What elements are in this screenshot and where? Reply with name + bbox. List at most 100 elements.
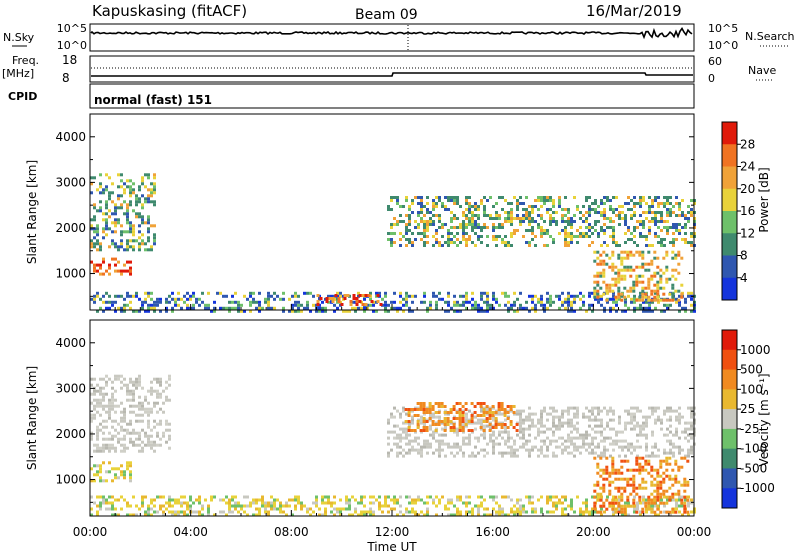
data-cell — [656, 265, 660, 269]
data-cell — [684, 300, 687, 304]
data-cell — [93, 245, 96, 249]
data-cell — [402, 421, 405, 425]
data-cell — [603, 439, 606, 443]
data-cell — [555, 495, 558, 499]
data-cell — [606, 199, 609, 202]
data-cell — [117, 437, 120, 441]
data-cell — [162, 389, 165, 393]
data-cell — [648, 244, 651, 247]
data-cell — [675, 501, 678, 505]
data-cell — [531, 445, 534, 449]
data-cell — [672, 454, 675, 458]
data-cell — [117, 206, 120, 210]
data-cell — [599, 456, 603, 460]
data-cell — [402, 309, 405, 313]
data-cell — [626, 483, 630, 487]
data-cell — [593, 507, 597, 511]
data-cell — [602, 486, 606, 490]
data-cell — [690, 211, 693, 214]
data-cell — [627, 501, 630, 505]
data-cell — [605, 289, 609, 293]
data-cell — [690, 291, 693, 295]
data-cell — [633, 211, 636, 214]
data-cell — [162, 510, 165, 514]
data-cell — [674, 474, 678, 478]
data-cell — [656, 489, 660, 493]
data-cell — [129, 203, 132, 207]
data-cell — [585, 226, 588, 229]
data-cell — [528, 448, 531, 452]
data-cell — [611, 253, 615, 257]
data-cell — [117, 248, 120, 252]
data-cell — [561, 409, 564, 413]
data-cell — [620, 274, 624, 278]
data-cell — [638, 274, 642, 278]
data-cell — [153, 389, 156, 393]
data-cell — [528, 427, 531, 431]
data-cell — [465, 202, 468, 205]
velocity-cells — [90, 374, 696, 517]
data-cell — [678, 223, 681, 226]
data-cell — [651, 244, 654, 247]
data-cell — [396, 202, 399, 205]
data-cell — [546, 244, 549, 247]
data-cell — [426, 229, 429, 232]
data-cell — [156, 380, 159, 384]
data-cell — [471, 297, 474, 301]
data-cell — [108, 209, 111, 213]
data-cell — [177, 513, 180, 517]
data-cell — [117, 294, 120, 298]
data-cell — [675, 238, 678, 241]
data-cell — [488, 411, 492, 414]
data-cell — [633, 241, 636, 244]
data-cell — [615, 442, 618, 446]
data-cell — [102, 212, 105, 216]
data-cell — [90, 227, 93, 231]
data-cell — [294, 309, 297, 313]
data-cell — [321, 306, 324, 310]
data-cell — [512, 426, 516, 429]
data-cell — [546, 232, 549, 235]
data-cell — [564, 300, 567, 304]
data-cell — [672, 232, 675, 235]
data-cell — [195, 297, 198, 301]
data-cell — [507, 241, 510, 244]
data-cell — [336, 507, 339, 511]
data-cell — [405, 507, 408, 511]
data-cell — [510, 409, 513, 413]
data-cell — [462, 294, 465, 298]
data-cell — [623, 286, 627, 290]
data-cell — [198, 303, 201, 307]
data-cell — [603, 510, 606, 514]
data-cell — [156, 297, 159, 301]
data-cell — [552, 217, 555, 220]
data-cell — [608, 480, 612, 484]
data-cell — [642, 501, 645, 505]
data-cell — [567, 294, 570, 298]
data-cell — [482, 402, 486, 405]
data-cell — [147, 197, 150, 201]
data-cell — [423, 442, 426, 446]
data-cell — [516, 208, 519, 211]
data-cell — [453, 199, 456, 202]
data-cell — [156, 401, 159, 405]
data-cell — [458, 426, 462, 429]
data-cell — [561, 421, 564, 425]
data-cell — [483, 300, 486, 304]
data-cell — [603, 436, 606, 440]
data-cell — [546, 297, 549, 301]
data-cell — [665, 501, 669, 505]
data-cell — [129, 380, 132, 384]
data-cell — [543, 199, 546, 202]
data-cell — [657, 415, 660, 419]
data-cell — [639, 199, 642, 202]
data-cell — [132, 224, 135, 228]
data-cell — [552, 409, 555, 413]
data-cell — [480, 306, 483, 310]
data-cell — [558, 205, 561, 208]
data-cell — [546, 510, 549, 514]
data-cell — [465, 241, 468, 244]
data-cell — [477, 504, 480, 508]
data-cell — [504, 418, 507, 422]
data-cell — [458, 429, 462, 432]
